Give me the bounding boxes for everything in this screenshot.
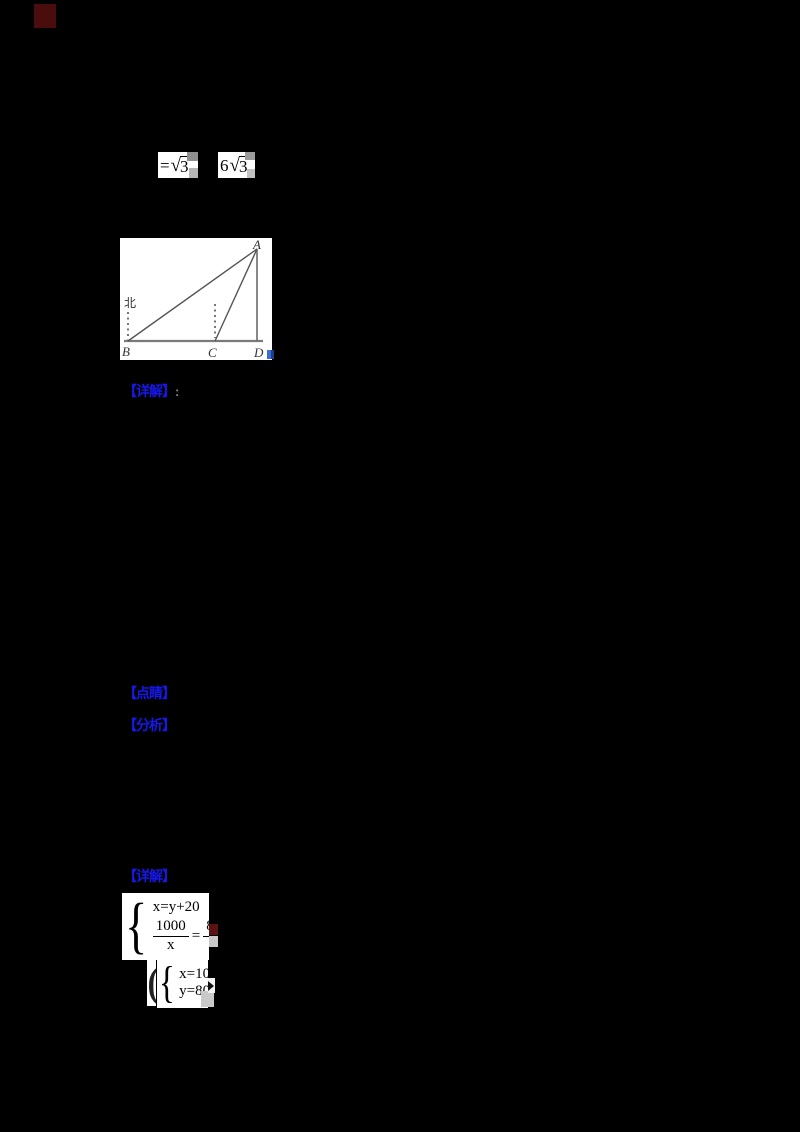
marker-keypoint-text: 【点睛】	[123, 685, 176, 701]
line-BA	[127, 248, 258, 342]
system1-lines: x=y+20 1000 x = 800 y	[152, 899, 232, 954]
eq1-radicand: 3	[180, 155, 191, 176]
render-artifact	[247, 169, 255, 178]
left-brace: {	[159, 958, 175, 1008]
right-arrow-icon	[208, 980, 214, 991]
equals-sign: =	[191, 928, 201, 944]
frac1-numerator: 1000	[152, 919, 189, 938]
corner-red-fragment	[34, 4, 56, 28]
equation-image-system1[interactable]: { x=y+20 1000 x = 800 y	[122, 892, 232, 961]
render-artifact	[201, 991, 214, 1007]
triangle-diagram: 北 A B C D	[122, 237, 264, 360]
fraction-1000-x: 1000 x	[152, 919, 189, 954]
eq2-radicand: 3	[238, 155, 250, 176]
selection-handle-gray[interactable]	[209, 936, 218, 947]
selection-handle-red[interactable]	[209, 924, 218, 935]
left-brace: {	[125, 892, 148, 961]
vertex-D-label: D	[253, 345, 264, 360]
eq1-prefix: =	[160, 155, 170, 175]
text-cursor-mark[interactable]	[267, 350, 274, 359]
frac1-denominator: x	[167, 937, 175, 954]
marker-analysis-text: 【分析】	[123, 717, 176, 733]
marker-detail-2-text: 【详解】	[123, 868, 176, 884]
marker-detail-1: 【详解】:	[123, 383, 179, 400]
big-paren: (	[147, 958, 156, 1006]
radical-sign: √	[170, 154, 182, 176]
marker-keypoint: 【点睛】	[123, 685, 176, 701]
render-artifact	[189, 168, 198, 178]
system2-line1: x=100	[179, 965, 218, 982]
line-CA	[214, 248, 258, 342]
system1-line1: x=y+20	[152, 899, 200, 916]
radical-sign: √	[229, 154, 240, 176]
geometry-figure-image[interactable]: 北 A B C D	[120, 237, 272, 360]
equation-image-system2[interactable]: { x=100 y=80	[157, 958, 218, 1008]
vertex-C-label: C	[208, 345, 217, 360]
north-label: 北	[124, 296, 136, 310]
render-artifact	[245, 152, 255, 160]
vertex-A-label: A	[252, 238, 261, 252]
cursor-arrow-mark[interactable]	[208, 978, 215, 993]
marker-analysis: 【分析】	[123, 717, 176, 733]
eq2-prefix: 6	[220, 155, 229, 175]
system1-line2: 1000 x = 800 y	[152, 919, 232, 954]
equation-image-paren-fragment[interactable]: (	[147, 958, 156, 1006]
equation-image-sqrt3-2[interactable]: 6 √ 3	[218, 152, 255, 178]
render-artifact: :	[175, 384, 179, 399]
equation-image-sqrt3-1[interactable]: = √ 3	[158, 152, 198, 178]
vertex-B-label: B	[122, 344, 130, 359]
marker-detail-1-text: 【详解】	[123, 383, 176, 399]
marker-detail-2: 【详解】	[123, 868, 176, 884]
render-artifact	[187, 152, 198, 161]
